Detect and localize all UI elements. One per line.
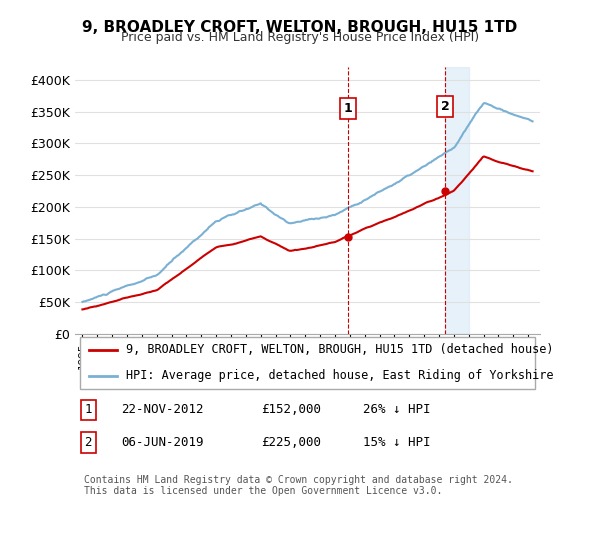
Text: 2: 2: [441, 100, 450, 113]
Text: 9, BROADLEY CROFT, WELTON, BROUGH, HU15 1TD: 9, BROADLEY CROFT, WELTON, BROUGH, HU15 …: [82, 20, 518, 35]
Text: £152,000: £152,000: [261, 403, 321, 417]
Text: Contains HM Land Registry data © Crown copyright and database right 2024.
This d: Contains HM Land Registry data © Crown c…: [84, 475, 513, 496]
Text: 06-JUN-2019: 06-JUN-2019: [121, 436, 204, 449]
Text: Price paid vs. HM Land Registry's House Price Index (HPI): Price paid vs. HM Land Registry's House …: [121, 31, 479, 44]
Text: 22-NOV-2012: 22-NOV-2012: [121, 403, 204, 417]
Text: 1: 1: [84, 403, 92, 417]
Bar: [445, 67, 469, 334]
FancyBboxPatch shape: [80, 337, 535, 389]
Text: 15% ↓ HPI: 15% ↓ HPI: [364, 436, 431, 449]
Text: HPI: Average price, detached house, East Riding of Yorkshire: HPI: Average price, detached house, East…: [126, 369, 554, 382]
Text: £225,000: £225,000: [261, 436, 321, 449]
Text: 9, BROADLEY CROFT, WELTON, BROUGH, HU15 1TD (detached house): 9, BROADLEY CROFT, WELTON, BROUGH, HU15 …: [126, 343, 554, 357]
Text: 1: 1: [344, 102, 353, 115]
Text: 2: 2: [84, 436, 92, 449]
Text: 26% ↓ HPI: 26% ↓ HPI: [364, 403, 431, 417]
